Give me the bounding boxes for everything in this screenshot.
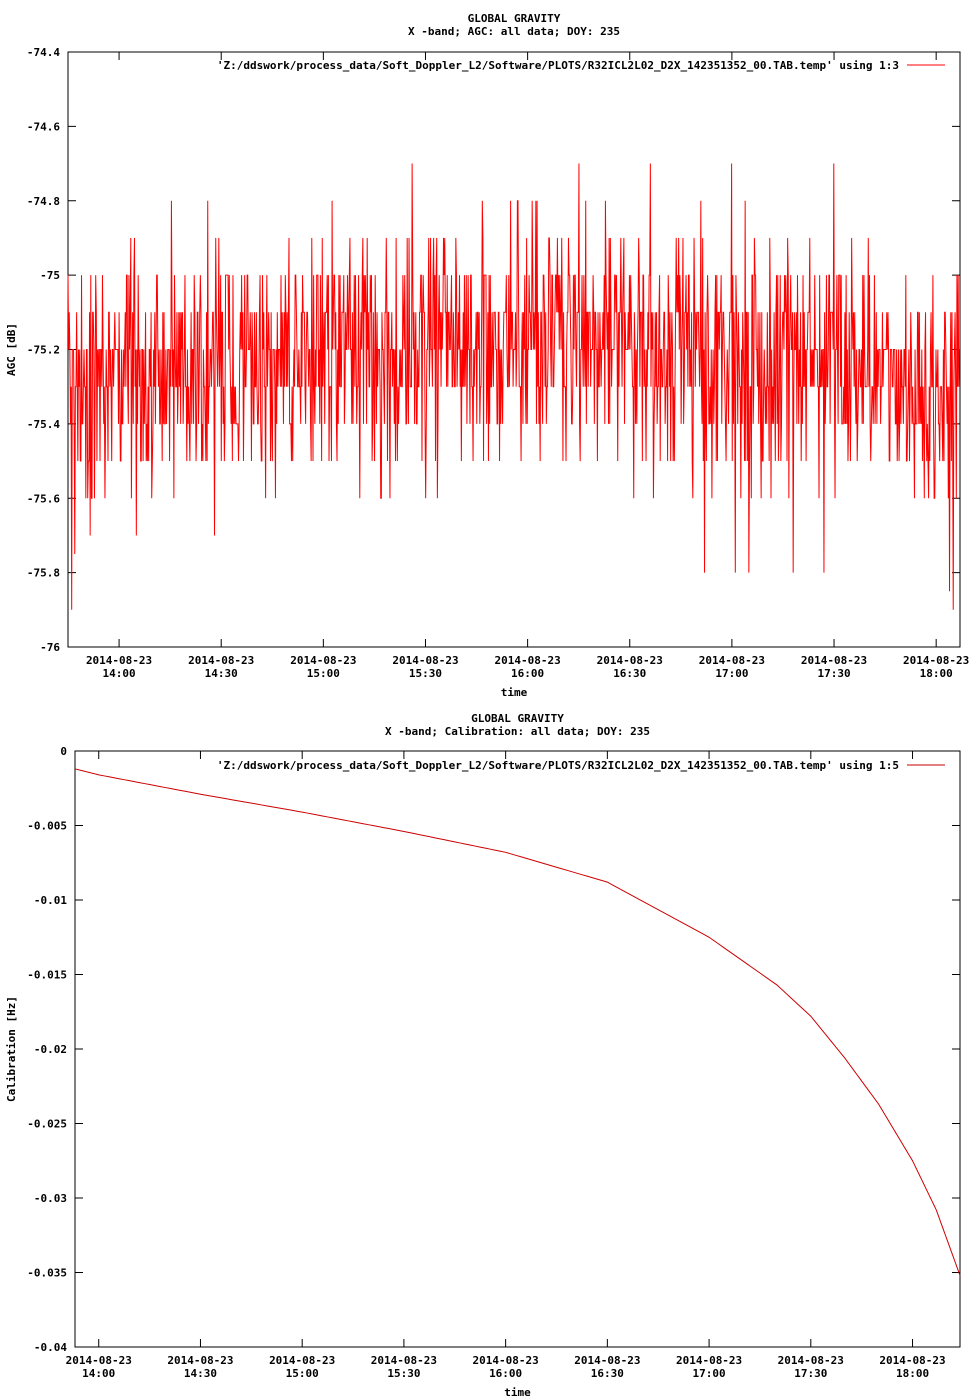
x-tick-time-label: 18:00 — [896, 1367, 929, 1380]
chart-title: GLOBAL GRAVITY — [468, 12, 561, 25]
x-tick-time-label: 17:00 — [693, 1367, 726, 1380]
x-tick-time-label: 16:30 — [591, 1367, 624, 1380]
x-tick-time-label: 16:00 — [511, 667, 544, 680]
x-tick-time-label: 15:30 — [409, 667, 442, 680]
y-tick-label: -74.8 — [27, 195, 60, 208]
legend-label: 'Z:/ddswork/process_data/Soft_Doppler_L2… — [217, 59, 899, 72]
y-tick-label: -75 — [40, 269, 60, 282]
x-tick-date-label: 2014-08-23 — [903, 654, 969, 667]
x-tick-time-label: 17:30 — [817, 667, 850, 680]
x-tick-time-label: 15:00 — [307, 667, 340, 680]
x-tick-time-label: 14:00 — [103, 667, 136, 680]
x-tick-date-label: 2014-08-23 — [676, 1354, 742, 1367]
x-tick-date-label: 2014-08-23 — [574, 1354, 640, 1367]
x-tick-date-label: 2014-08-23 — [473, 1354, 539, 1367]
x-tick-time-label: 18:00 — [920, 667, 953, 680]
y-tick-label: -0.03 — [34, 1192, 67, 1205]
x-tick-time-label: 15:30 — [387, 1367, 420, 1380]
y-tick-label: -75.2 — [27, 344, 60, 357]
y-tick-label: -0.02 — [34, 1043, 67, 1056]
x-tick-time-label: 17:00 — [715, 667, 748, 680]
y-tick-label: -0.01 — [34, 894, 67, 907]
x-tick-date-label: 2014-08-23 — [86, 654, 152, 667]
x-tick-date-label: 2014-08-23 — [879, 1354, 945, 1367]
y-tick-label: -0.025 — [27, 1118, 67, 1131]
legend-label: 'Z:/ddswork/process_data/Soft_Doppler_L2… — [217, 759, 899, 772]
x-tick-date-label: 2014-08-23 — [188, 654, 254, 667]
x-tick-time-label: 17:30 — [794, 1367, 827, 1380]
x-tick-date-label: 2014-08-23 — [371, 1354, 437, 1367]
y-tick-label: -0.04 — [34, 1341, 67, 1354]
x-tick-time-label: 15:00 — [286, 1367, 319, 1380]
y-tick-label: -74.4 — [27, 46, 60, 59]
series-line — [67, 163, 960, 610]
chart-subtitle: X -band; Calibration: all data; DOY: 235 — [385, 725, 650, 738]
x-tick-date-label: 2014-08-23 — [66, 1354, 132, 1367]
plot-frame — [74, 750, 961, 1348]
x-tick-date-label: 2014-08-23 — [495, 654, 561, 667]
x-tick-date-label: 2014-08-23 — [597, 654, 663, 667]
x-tick-date-label: 2014-08-23 — [269, 1354, 335, 1367]
y-tick-label: -0.035 — [27, 1267, 67, 1280]
y-tick-label: -75.8 — [27, 567, 60, 580]
x-tick-date-label: 2014-08-23 — [699, 654, 765, 667]
series-line — [74, 768, 961, 1276]
chart-title: GLOBAL GRAVITY — [471, 712, 564, 725]
x-tick-time-label: 14:30 — [205, 667, 238, 680]
x-axis-label: time — [501, 686, 528, 699]
x-tick-date-label: 2014-08-23 — [290, 654, 356, 667]
x-tick-date-label: 2014-08-23 — [392, 654, 458, 667]
y-tick-label: -76 — [40, 641, 60, 654]
y-tick-label: -0.015 — [27, 969, 67, 982]
y-axis-label: AGC [dB] — [5, 323, 18, 376]
x-axis-label: time — [504, 1386, 531, 1399]
x-tick-time-label: 16:30 — [613, 667, 646, 680]
y-tick-label: 0 — [60, 745, 67, 758]
y-tick-label: -0.005 — [27, 820, 67, 833]
y-tick-label: -74.6 — [27, 120, 60, 133]
y-axis-label: Calibration [Hz] — [5, 996, 18, 1102]
x-tick-time-label: 14:00 — [82, 1367, 115, 1380]
x-tick-date-label: 2014-08-23 — [778, 1354, 844, 1367]
x-tick-time-label: 14:30 — [184, 1367, 217, 1380]
x-tick-time-label: 16:00 — [489, 1367, 522, 1380]
chart-subtitle: X -band; AGC: all data; DOY: 235 — [408, 25, 620, 38]
x-tick-date-label: 2014-08-23 — [167, 1354, 233, 1367]
x-tick-date-label: 2014-08-23 — [801, 654, 867, 667]
y-tick-label: -75.6 — [27, 492, 60, 505]
y-tick-label: -75.4 — [27, 418, 60, 431]
